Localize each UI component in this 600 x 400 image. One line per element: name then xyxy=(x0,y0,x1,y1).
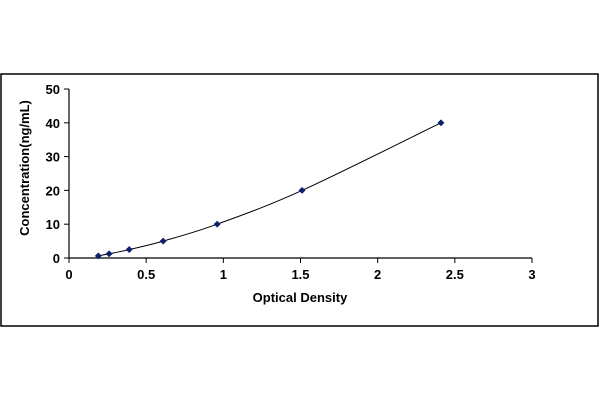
ticks-layer: 0 10 20 30 40 50 0 0.5 1 1.5 2 2.5 3 xyxy=(46,82,536,282)
y-tick-label: 10 xyxy=(46,217,60,232)
outer-border xyxy=(0,73,599,327)
data-point-diamond xyxy=(159,237,167,245)
y-tick-label: 0 xyxy=(53,251,60,266)
x-axis-title: Optical Density xyxy=(253,290,348,305)
x-tick-label: 2.5 xyxy=(446,267,464,282)
x-tick-label: 0.5 xyxy=(137,267,155,282)
y-tick-label: 50 xyxy=(46,82,60,97)
y-tick-label: 30 xyxy=(46,150,60,165)
data-point-diamond xyxy=(105,250,113,258)
data-point-diamond xyxy=(213,220,221,228)
x-tick-label: 3 xyxy=(528,267,535,282)
x-tick-label: 0 xyxy=(65,267,72,282)
points-layer xyxy=(94,119,445,260)
x-tick-label: 2 xyxy=(374,267,381,282)
y-axis-title: Concentration(ng/mL) xyxy=(17,100,32,236)
data-point-diamond xyxy=(94,252,102,260)
y-tick-label: 20 xyxy=(46,183,60,198)
data-point-diamond xyxy=(437,119,445,127)
x-tick-label: 1 xyxy=(220,267,227,282)
y-tick-label: 40 xyxy=(46,116,60,131)
data-point-diamond xyxy=(298,186,306,194)
data-point-diamond xyxy=(125,245,133,254)
x-tick-label: 1.5 xyxy=(291,267,309,282)
